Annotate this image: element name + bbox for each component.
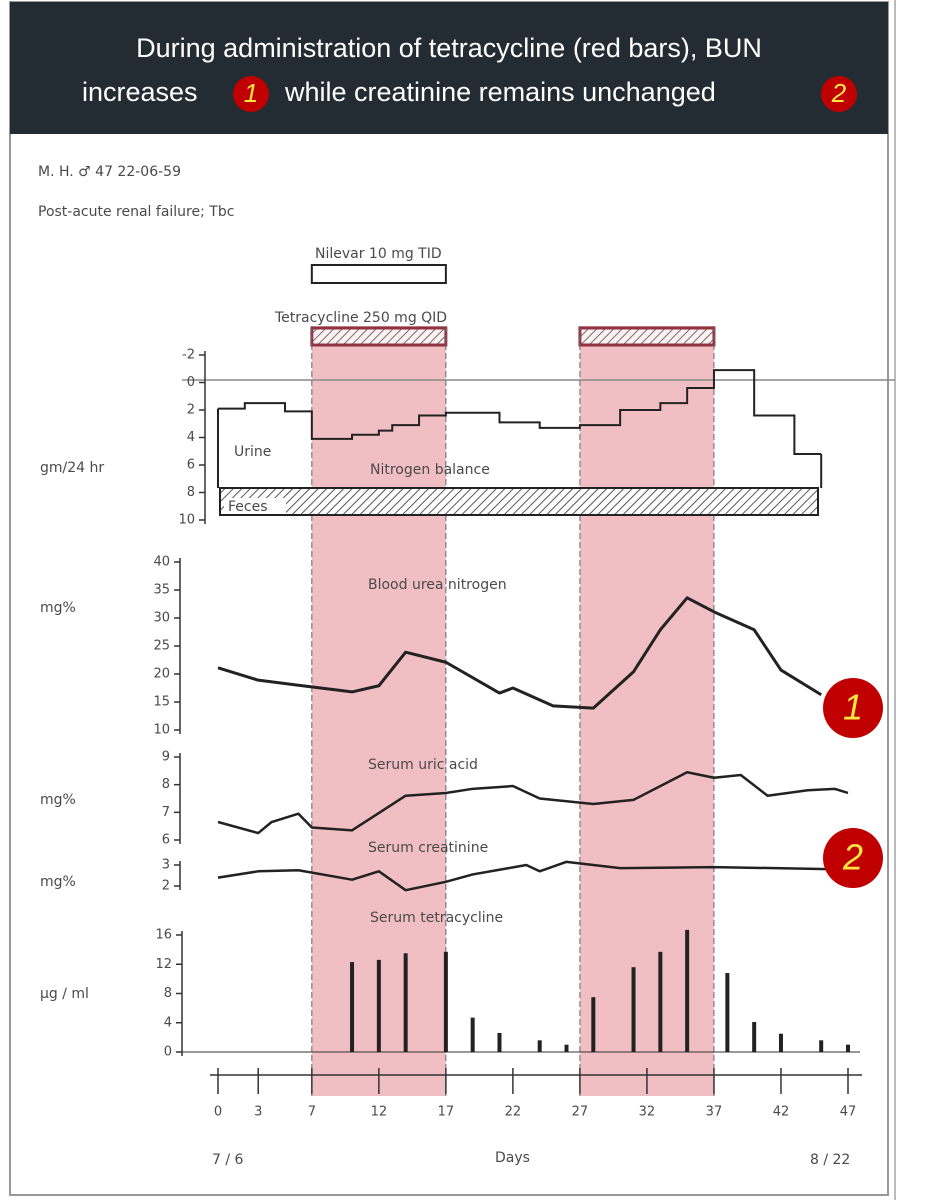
- panel-title: Nitrogen balance: [370, 462, 490, 478]
- date-label: 8 / 22: [810, 1152, 850, 1168]
- header-line: increases: [82, 77, 198, 107]
- bar: [658, 951, 663, 1052]
- y-tick-label: 15: [153, 695, 170, 710]
- bar: [725, 973, 730, 1052]
- panel-title: Serum creatinine: [368, 840, 488, 856]
- bar: [497, 1032, 502, 1052]
- badge: [233, 76, 269, 112]
- annotation-badge: [823, 678, 883, 738]
- y-tick-label: 35: [153, 583, 170, 598]
- y-tick-label: 0: [164, 1045, 172, 1060]
- y-tick-label: 20: [153, 667, 170, 682]
- x-tick-label: 7: [308, 1105, 316, 1120]
- y-tick-label: 4: [187, 430, 195, 445]
- badge-label: 2: [831, 78, 847, 108]
- bar: [470, 1017, 475, 1052]
- y-tick-label: 4: [164, 1015, 172, 1030]
- bar: [752, 1022, 757, 1052]
- panel-title: Blood urea nitrogen: [368, 577, 507, 593]
- bar: [819, 1040, 824, 1052]
- frame: [9, 1, 889, 1196]
- axis-label: mg%: [40, 874, 76, 890]
- header-bg: [10, 2, 888, 134]
- annotation-badge: [823, 828, 883, 888]
- tetracycline-dose: [310, 326, 448, 347]
- y-tick-label: 0: [187, 375, 195, 390]
- y-tick-label: 9: [162, 750, 170, 765]
- axis-label: mg%: [40, 792, 76, 808]
- header-line: while creatinine remains unchanged: [284, 77, 716, 107]
- bar: [443, 951, 448, 1052]
- y-tick-label: 30: [153, 611, 170, 626]
- feces-label-bg: [224, 498, 286, 514]
- y-tick-label: 25: [153, 639, 170, 654]
- header-line: During administration of tetracycline (r…: [136, 33, 762, 63]
- x-tick-label: 42: [773, 1105, 790, 1120]
- x-tick-label: 22: [505, 1105, 522, 1120]
- label: Feces: [228, 499, 268, 515]
- y-tick-label: 3: [162, 858, 170, 873]
- axis-label: μg / ml: [40, 986, 89, 1002]
- y-tick-label: 12: [155, 957, 172, 972]
- series-line: [217, 860, 835, 892]
- x-tick-label: 12: [371, 1105, 388, 1120]
- y-tick-label: 6: [187, 458, 195, 473]
- bar: [591, 997, 596, 1052]
- y-tick-label: 8: [187, 485, 195, 500]
- x-tick-label: 17: [438, 1105, 455, 1120]
- panel-title: Serum tetracycline: [370, 910, 503, 926]
- bar: [564, 1044, 569, 1052]
- bar: [685, 929, 690, 1052]
- bar: [537, 1040, 542, 1052]
- date-label: 7 / 6: [212, 1152, 244, 1168]
- bar: [846, 1044, 850, 1052]
- y-tick-label: 8: [164, 986, 172, 1001]
- tetracycline-dose: [578, 326, 716, 347]
- axis-label: mg%: [40, 600, 76, 616]
- bar: [778, 1033, 783, 1052]
- annotation-label: 1: [843, 687, 863, 728]
- label: Urine: [234, 444, 271, 460]
- bar: [631, 967, 636, 1052]
- y-tick-label: 2: [162, 879, 170, 894]
- x-tick-label: 47: [840, 1105, 857, 1120]
- badge: [821, 76, 857, 112]
- drug-label: Tetracycline 250 mg QID: [274, 310, 447, 326]
- axis-label: gm/24 hr: [40, 460, 104, 476]
- panel-title: Serum uric acid: [368, 757, 478, 773]
- y-tick-label: 6: [162, 833, 170, 848]
- series-line: [217, 770, 849, 835]
- badge-label: 1: [244, 78, 258, 108]
- y-tick-label: -2: [182, 348, 195, 363]
- series-line: [217, 596, 822, 710]
- tetracycline-period: [579, 326, 714, 1096]
- y-tick-label: 40: [153, 555, 170, 570]
- y-tick-label: 10: [153, 723, 170, 738]
- y-tick-label: 2: [187, 403, 195, 418]
- x-axis-label: Days: [495, 1150, 530, 1166]
- x-tick-label: 32: [639, 1105, 656, 1120]
- bar: [403, 953, 408, 1052]
- y-tick-label: 16: [155, 928, 172, 943]
- feces-band: [219, 487, 819, 516]
- urine-step: [218, 369, 822, 455]
- bar: [350, 962, 355, 1052]
- diagnosis: Post-acute renal failure; Tbc: [38, 204, 234, 220]
- bar: [376, 959, 381, 1052]
- x-tick-label: 37: [706, 1105, 723, 1120]
- nilevar-dose: [310, 264, 447, 284]
- annotation-label: 2: [842, 837, 863, 878]
- drug-label: Nilevar 10 mg TID: [315, 246, 442, 262]
- y-tick-label: 7: [162, 805, 170, 820]
- patient: M. H. ♂ 47 22-06-59: [38, 164, 181, 180]
- x-tick-label: 0: [214, 1105, 222, 1120]
- y-tick-label: 8: [162, 777, 170, 792]
- x-tick-label: 3: [254, 1105, 262, 1120]
- x-tick-label: 27: [572, 1105, 589, 1120]
- y-tick-label: 10: [178, 513, 195, 528]
